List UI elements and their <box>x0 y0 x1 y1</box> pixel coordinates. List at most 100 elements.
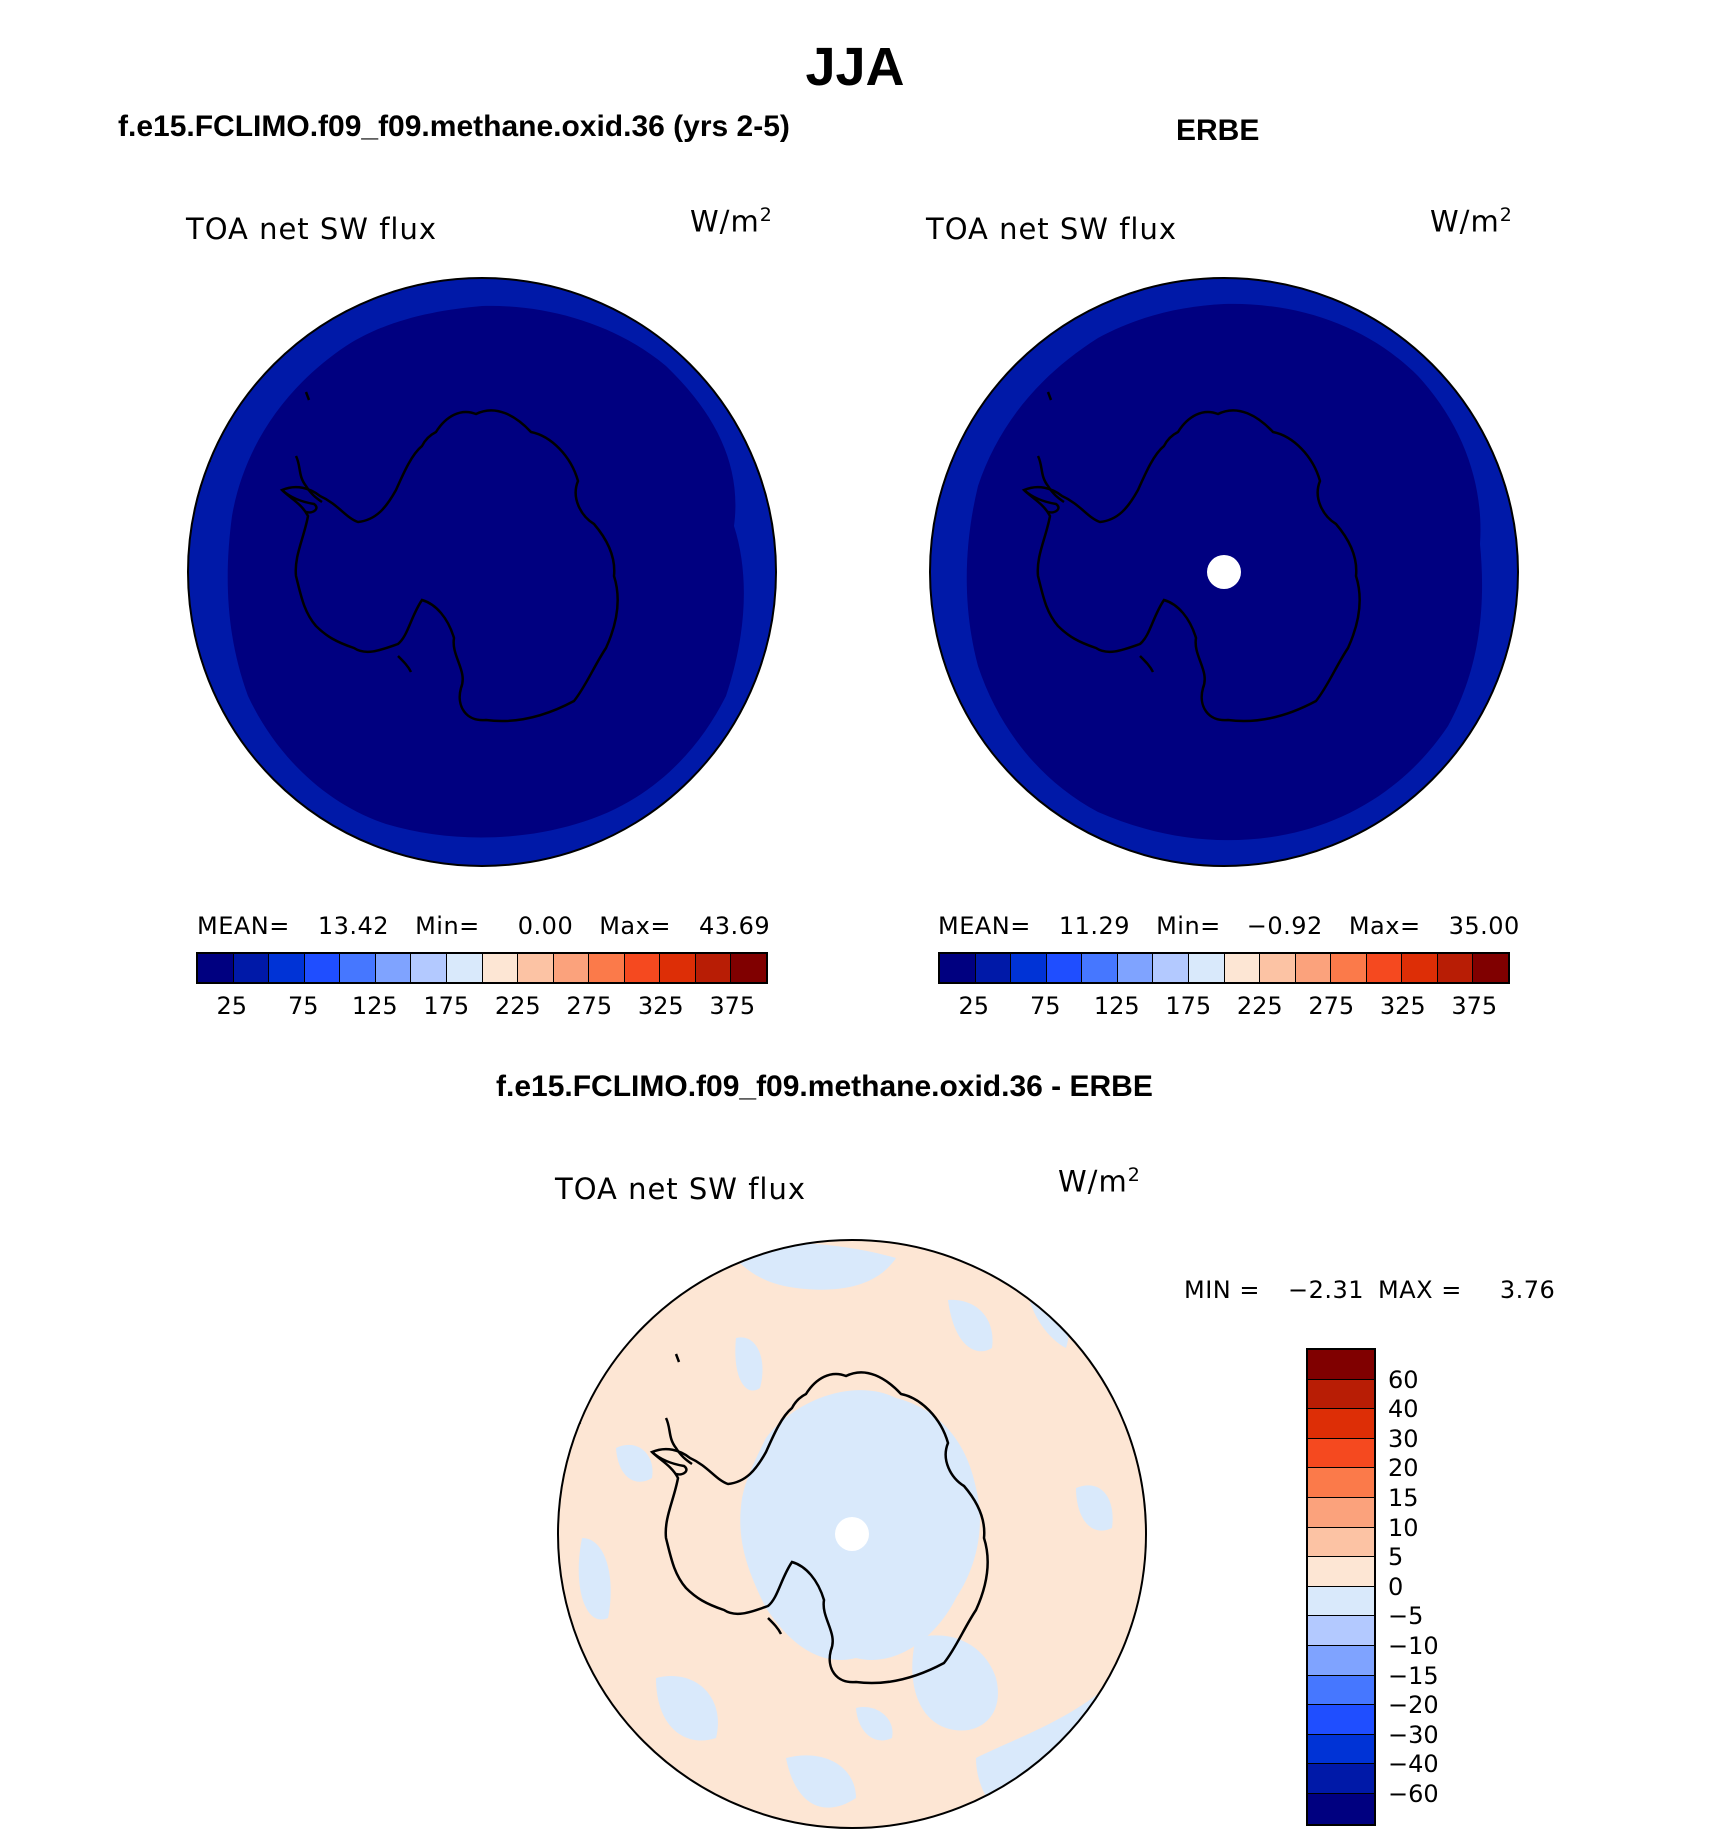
panel-title-diff: f.e15.FCLIMO.f09_f09.methane.oxid.36 - E… <box>496 1070 1153 1103</box>
main-title: JJA <box>805 37 905 97</box>
colorbar-tick-label: −60 <box>1388 1780 1439 1808</box>
colorbar-obs: 25 75 125 175 225 275 325 375 <box>938 952 1510 1024</box>
colorbar-tick-label: 75 <box>1029 992 1061 1020</box>
colorbar-tick-label: 375 <box>1451 992 1498 1020</box>
colorbar-swatch <box>1437 954 1474 982</box>
colorbar-tick-label: 325 <box>1379 992 1426 1020</box>
colorbar-swatch <box>589 954 625 982</box>
colorbar-tick-label: 225 <box>494 992 541 1020</box>
colorbar-swatch <box>411 954 447 982</box>
colorbar-tick-label: 5 <box>1388 1543 1404 1572</box>
colorbar-swatch <box>1082 954 1118 982</box>
colorbar-tick-label: 125 <box>351 992 398 1020</box>
colorbar-swatch <box>1308 1350 1374 1380</box>
colorbar-swatch <box>1153 954 1189 982</box>
colorbar-swatch <box>518 954 554 982</box>
colorbar-swatch <box>1011 954 1047 982</box>
colorbar-swatch <box>1188 954 1225 982</box>
colorbar-swatch <box>446 954 483 982</box>
colorbar-tick-label: 25 <box>958 992 990 1020</box>
colorbar-swatch <box>1308 1438 1374 1469</box>
colorbar-swatch <box>1308 1497 1374 1528</box>
stats-diff: MIN = −2.31 MAX = 3.76 <box>1184 1276 1556 1304</box>
colorbar-swatch <box>1308 1705 1374 1735</box>
colorbar-swatch <box>1366 954 1403 982</box>
colorbar-tick-label: 275 <box>566 992 613 1020</box>
colorbar-tick-label: 60 <box>1388 1365 1419 1394</box>
colorbar-tick-label: −15 <box>1388 1661 1439 1690</box>
colorbar-swatch <box>482 954 519 982</box>
colorbar-swatch <box>1308 1616 1374 1646</box>
colorbar-swatch <box>940 954 976 982</box>
colorbar-swatch <box>1308 1409 1374 1439</box>
colorbar-swatch <box>553 954 590 982</box>
colorbar-swatch <box>1295 954 1332 982</box>
colorbar-swatch <box>660 954 696 982</box>
colorbar-swatch <box>304 954 341 982</box>
colorbar-swatch <box>1308 1734 1374 1765</box>
colorbar-swatch <box>1308 1468 1374 1498</box>
colorbar-swatch <box>1308 1793 1374 1824</box>
colorbar-diff: 60 40 30 20 15 10 5 0 −5 −10 −15 −20 −30 −40 −60 <box>1306 1348 1439 1826</box>
panel-title-obs: ERBE <box>1176 114 1260 147</box>
colorbar-tick-label: 20 <box>1388 1454 1419 1483</box>
colorbar-swatch <box>1308 1586 1374 1617</box>
colorbar-swatch <box>233 954 270 982</box>
units-label-obs: W/m2 <box>1430 204 1513 239</box>
colorbar-swatch <box>1260 954 1296 982</box>
colorbar-swatch <box>695 954 732 982</box>
missing-data-pole <box>835 1517 869 1551</box>
colorbar-swatch <box>340 954 376 982</box>
colorbar-swatch <box>624 954 661 982</box>
stats-obs: MEAN= 11.29 Min= −0.92 Max= 35.00 <box>938 912 1520 940</box>
colorbar-tick-label: 25 <box>216 992 248 1020</box>
colorbar-tick-label: 10 <box>1388 1513 1419 1542</box>
colorbar-swatch <box>1308 1675 1374 1706</box>
colorbar-tick-label: 325 <box>637 992 684 1020</box>
colorbar-swatch <box>1224 954 1261 982</box>
stats-model: MEAN= 13.42 Min= 0.00 Max= 43.69 <box>197 912 771 940</box>
units-label-diff: W/m2 <box>1058 1164 1141 1199</box>
colorbar-tick-label: −30 <box>1388 1720 1439 1749</box>
colorbar-model: 25 75 125 175 225 275 325 375 <box>196 952 768 1024</box>
colorbar-tick-label: 225 <box>1236 992 1283 1020</box>
colorbar-tick-label: 375 <box>709 992 756 1020</box>
colorbar-swatch <box>731 954 766 982</box>
colorbar-swatch <box>1308 1527 1374 1558</box>
colorbar-tick-label: −5 <box>1388 1602 1424 1631</box>
colorbar-tick-label: −20 <box>1388 1691 1439 1720</box>
panel-title-model: f.e15.FCLIMO.f09_f09.methane.oxid.36 (yr… <box>118 110 790 143</box>
colorbar-swatch <box>1331 954 1367 982</box>
colorbar-tick-label: 125 <box>1093 992 1140 1020</box>
colorbar-tick-label: −10 <box>1388 1632 1439 1660</box>
polar-map-obs <box>929 277 1519 867</box>
units-label-model: W/m2 <box>690 204 773 239</box>
colorbar-swatch <box>1117 954 1154 982</box>
antarctica-coastline <box>204 391 619 723</box>
colorbar-tick-label: 175 <box>1165 992 1212 1020</box>
colorbar-swatch <box>269 954 305 982</box>
colorbar-tick-label: 275 <box>1308 992 1355 1020</box>
colorbar-tick-label: 0 <box>1388 1572 1404 1601</box>
colorbar-swatch <box>198 954 234 982</box>
colorbar-swatch <box>375 954 412 982</box>
colorbar-tick-label: −40 <box>1388 1750 1439 1779</box>
missing-data-pole <box>1207 555 1241 589</box>
colorbar-swatch <box>1046 954 1083 982</box>
colorbar-swatch <box>1308 1764 1374 1794</box>
colorbar-swatch <box>1308 1379 1374 1410</box>
colorbar-tick-label: 75 <box>287 992 319 1020</box>
colorbar-swatch <box>1402 954 1438 982</box>
colorbar-tick-label: 30 <box>1388 1424 1419 1453</box>
variable-label-obs: TOA net SW flux <box>926 212 1178 246</box>
colorbar-swatch <box>1308 1645 1374 1676</box>
polar-map-model <box>187 277 777 867</box>
polar-map-diff <box>557 1239 1147 1829</box>
variable-label-model: TOA net SW flux <box>186 212 438 246</box>
colorbar-tick-label: 175 <box>423 992 470 1020</box>
colorbar-tick-label: 15 <box>1388 1484 1419 1512</box>
colorbar-swatch <box>975 954 1012 982</box>
colorbar-tick-label: 40 <box>1388 1395 1419 1424</box>
variable-label-diff: TOA net SW flux <box>555 1172 807 1206</box>
colorbar-swatch <box>1308 1557 1374 1587</box>
